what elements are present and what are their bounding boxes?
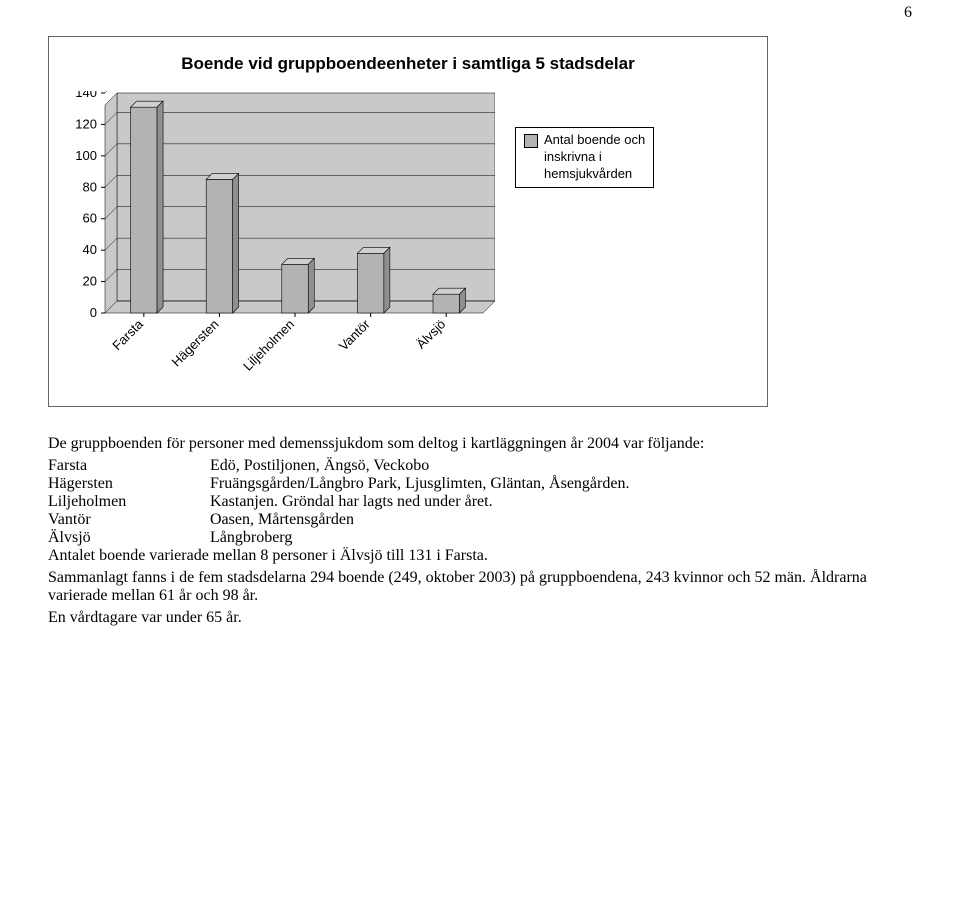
definition-row: HägerstenFruängsgården/Långbro Park, Lju… <box>48 475 661 493</box>
intro-paragraph: De gruppboenden för personer med demenss… <box>48 435 912 453</box>
definition-key: Älvsjö <box>48 529 210 547</box>
legend-line3: hemsjukvården <box>544 166 645 183</box>
svg-text:120: 120 <box>75 117 97 132</box>
definition-key: Liljeholmen <box>48 493 210 511</box>
legend-label: Antal boende och inskrivna i hemsjukvård… <box>544 132 645 183</box>
definition-value: Kastanjen. Gröndal har lagts ned under å… <box>210 493 661 511</box>
bar-chart: 0 20 40 60 80 100 120 140 Farsta Hägersten Liljeho… <box>65 91 495 398</box>
svg-text:140: 140 <box>75 91 97 100</box>
body-text: De gruppboenden för personer med demenss… <box>48 435 912 627</box>
svg-text:80: 80 <box>83 179 97 194</box>
definition-row: ÄlvsjöLångbroberg <box>48 529 661 547</box>
svg-text:100: 100 <box>75 148 97 163</box>
legend-line2: inskrivna i <box>544 149 645 166</box>
definition-value: Fruängsgården/Långbro Park, Ljusglimten,… <box>210 475 661 493</box>
definition-value: Långbroberg <box>210 529 661 547</box>
paragraph-3: En vårdtagare var under 65 år. <box>48 609 912 627</box>
legend-swatch <box>524 134 538 148</box>
paragraph-2: Sammanlagt fanns i de fem stadsdelarna 2… <box>48 569 912 605</box>
page-number: 6 <box>904 4 912 22</box>
paragraph-1: Antalet boende varierade mellan 8 person… <box>48 547 912 565</box>
svg-text:Hägersten: Hägersten <box>169 317 222 370</box>
svg-text:20: 20 <box>83 274 97 289</box>
legend-line1: Antal boende och <box>544 132 645 149</box>
definition-key: Hägersten <box>48 475 210 493</box>
definition-row: LiljeholmenKastanjen. Gröndal har lagts … <box>48 493 661 511</box>
definition-row: FarstaEdö, Postiljonen, Ängsö, Veckobo <box>48 457 661 475</box>
legend: Antal boende och inskrivna i hemsjukvård… <box>515 127 654 188</box>
svg-text:Vantör: Vantör <box>336 316 373 353</box>
svg-text:Älvsjö: Älvsjö <box>413 317 448 352</box>
chart-title: Boende vid gruppboendeenheter i samtliga… <box>65 53 751 75</box>
definition-key: Vantör <box>48 511 210 529</box>
definition-row: VantörOasen, Mårtensgården <box>48 511 661 529</box>
svg-text:60: 60 <box>83 211 97 226</box>
svg-text:0: 0 <box>90 305 97 320</box>
definition-key: Farsta <box>48 457 210 475</box>
definition-value: Oasen, Mårtensgården <box>210 511 661 529</box>
definition-list: FarstaEdö, Postiljonen, Ängsö, VeckoboHä… <box>48 457 661 547</box>
svg-text:40: 40 <box>83 242 97 257</box>
chart-frame: Boende vid gruppboendeenheter i samtliga… <box>48 36 768 407</box>
definition-value: Edö, Postiljonen, Ängsö, Veckobo <box>210 457 661 475</box>
svg-text:Liljeholmen: Liljeholmen <box>240 317 297 374</box>
svg-text:Farsta: Farsta <box>109 316 146 353</box>
